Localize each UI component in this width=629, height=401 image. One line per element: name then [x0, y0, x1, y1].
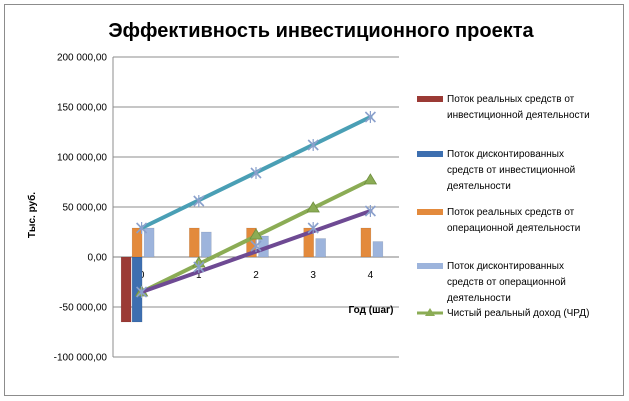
- line-point: [249, 228, 263, 240]
- chart-frame: Эффективность инвестиционного проекта 20…: [4, 4, 624, 396]
- legend-label: Поток реальных средств от: [447, 94, 575, 105]
- chart-title: Эффективность инвестиционного проекта: [108, 20, 534, 42]
- bar: [143, 227, 155, 258]
- y-tick-label: 100 000,00: [57, 153, 107, 164]
- line-point: [307, 139, 319, 151]
- legend-swatch: [417, 151, 443, 157]
- y-tick-label: -100 000,00: [54, 353, 108, 364]
- line-point: [136, 222, 148, 234]
- line-point: [364, 205, 376, 217]
- x-tick-label: 2: [253, 270, 259, 281]
- x-tick-label: 3: [310, 270, 316, 281]
- legend-swatch: [417, 263, 443, 269]
- y-tick-label: 0,00: [88, 253, 108, 264]
- legend-label: деятельности: [447, 293, 511, 304]
- line-point: [306, 201, 320, 213]
- bar: [201, 231, 212, 258]
- legend-label: инвестиционной деятельности: [447, 110, 590, 121]
- legend-marker: [425, 308, 435, 316]
- legend-label: Поток дисконтированных: [447, 261, 564, 272]
- legend-swatch: [417, 209, 443, 215]
- bar: [189, 227, 200, 258]
- line-point: [193, 261, 205, 273]
- line-point: [363, 173, 378, 185]
- bar: [120, 256, 132, 323]
- legend-label: Поток дисконтированных: [447, 149, 564, 160]
- x-axis-title: Год (шаг): [349, 305, 394, 316]
- line-point: [364, 111, 376, 123]
- chart-canvas: Эффективность инвестиционного проекта 20…: [26, 20, 590, 364]
- x-tick-label: 1: [196, 270, 202, 281]
- line-point: [193, 195, 205, 207]
- bar: [315, 238, 326, 258]
- legend-label: Поток реальных средств от: [447, 207, 575, 218]
- y-axis-title: Тыс. руб.: [26, 192, 38, 238]
- plot-area: 200 000,00 150 000,00 100 000,00 50 000,00 0…: [54, 53, 399, 364]
- bar: [131, 227, 143, 258]
- y-tick-label: -50 000,00: [59, 303, 107, 314]
- line-point: [250, 240, 262, 252]
- bar: [360, 227, 372, 258]
- y-tick-label: 200 000,00: [57, 53, 107, 64]
- legend-swatch: [417, 96, 443, 102]
- legend-label: средств от инвестиционной: [447, 165, 575, 176]
- line-point: [250, 167, 262, 179]
- legend: Поток реальных средств от инвестиционной …: [417, 94, 590, 319]
- legend-label: средств от операционной: [447, 277, 566, 288]
- y-tick-label: 50 000,00: [63, 203, 108, 214]
- legend-label: операционной деятельности: [447, 223, 580, 234]
- bar: [303, 227, 314, 258]
- line-point: [136, 286, 148, 298]
- legend-label: деятельности: [447, 181, 511, 192]
- y-tick-label: 150 000,00: [57, 103, 107, 114]
- legend-label: Чистый реальный доход (ЧРД): [447, 308, 589, 319]
- x-tick-label: 4: [368, 270, 374, 281]
- bar: [372, 241, 384, 258]
- line-point: [307, 222, 319, 234]
